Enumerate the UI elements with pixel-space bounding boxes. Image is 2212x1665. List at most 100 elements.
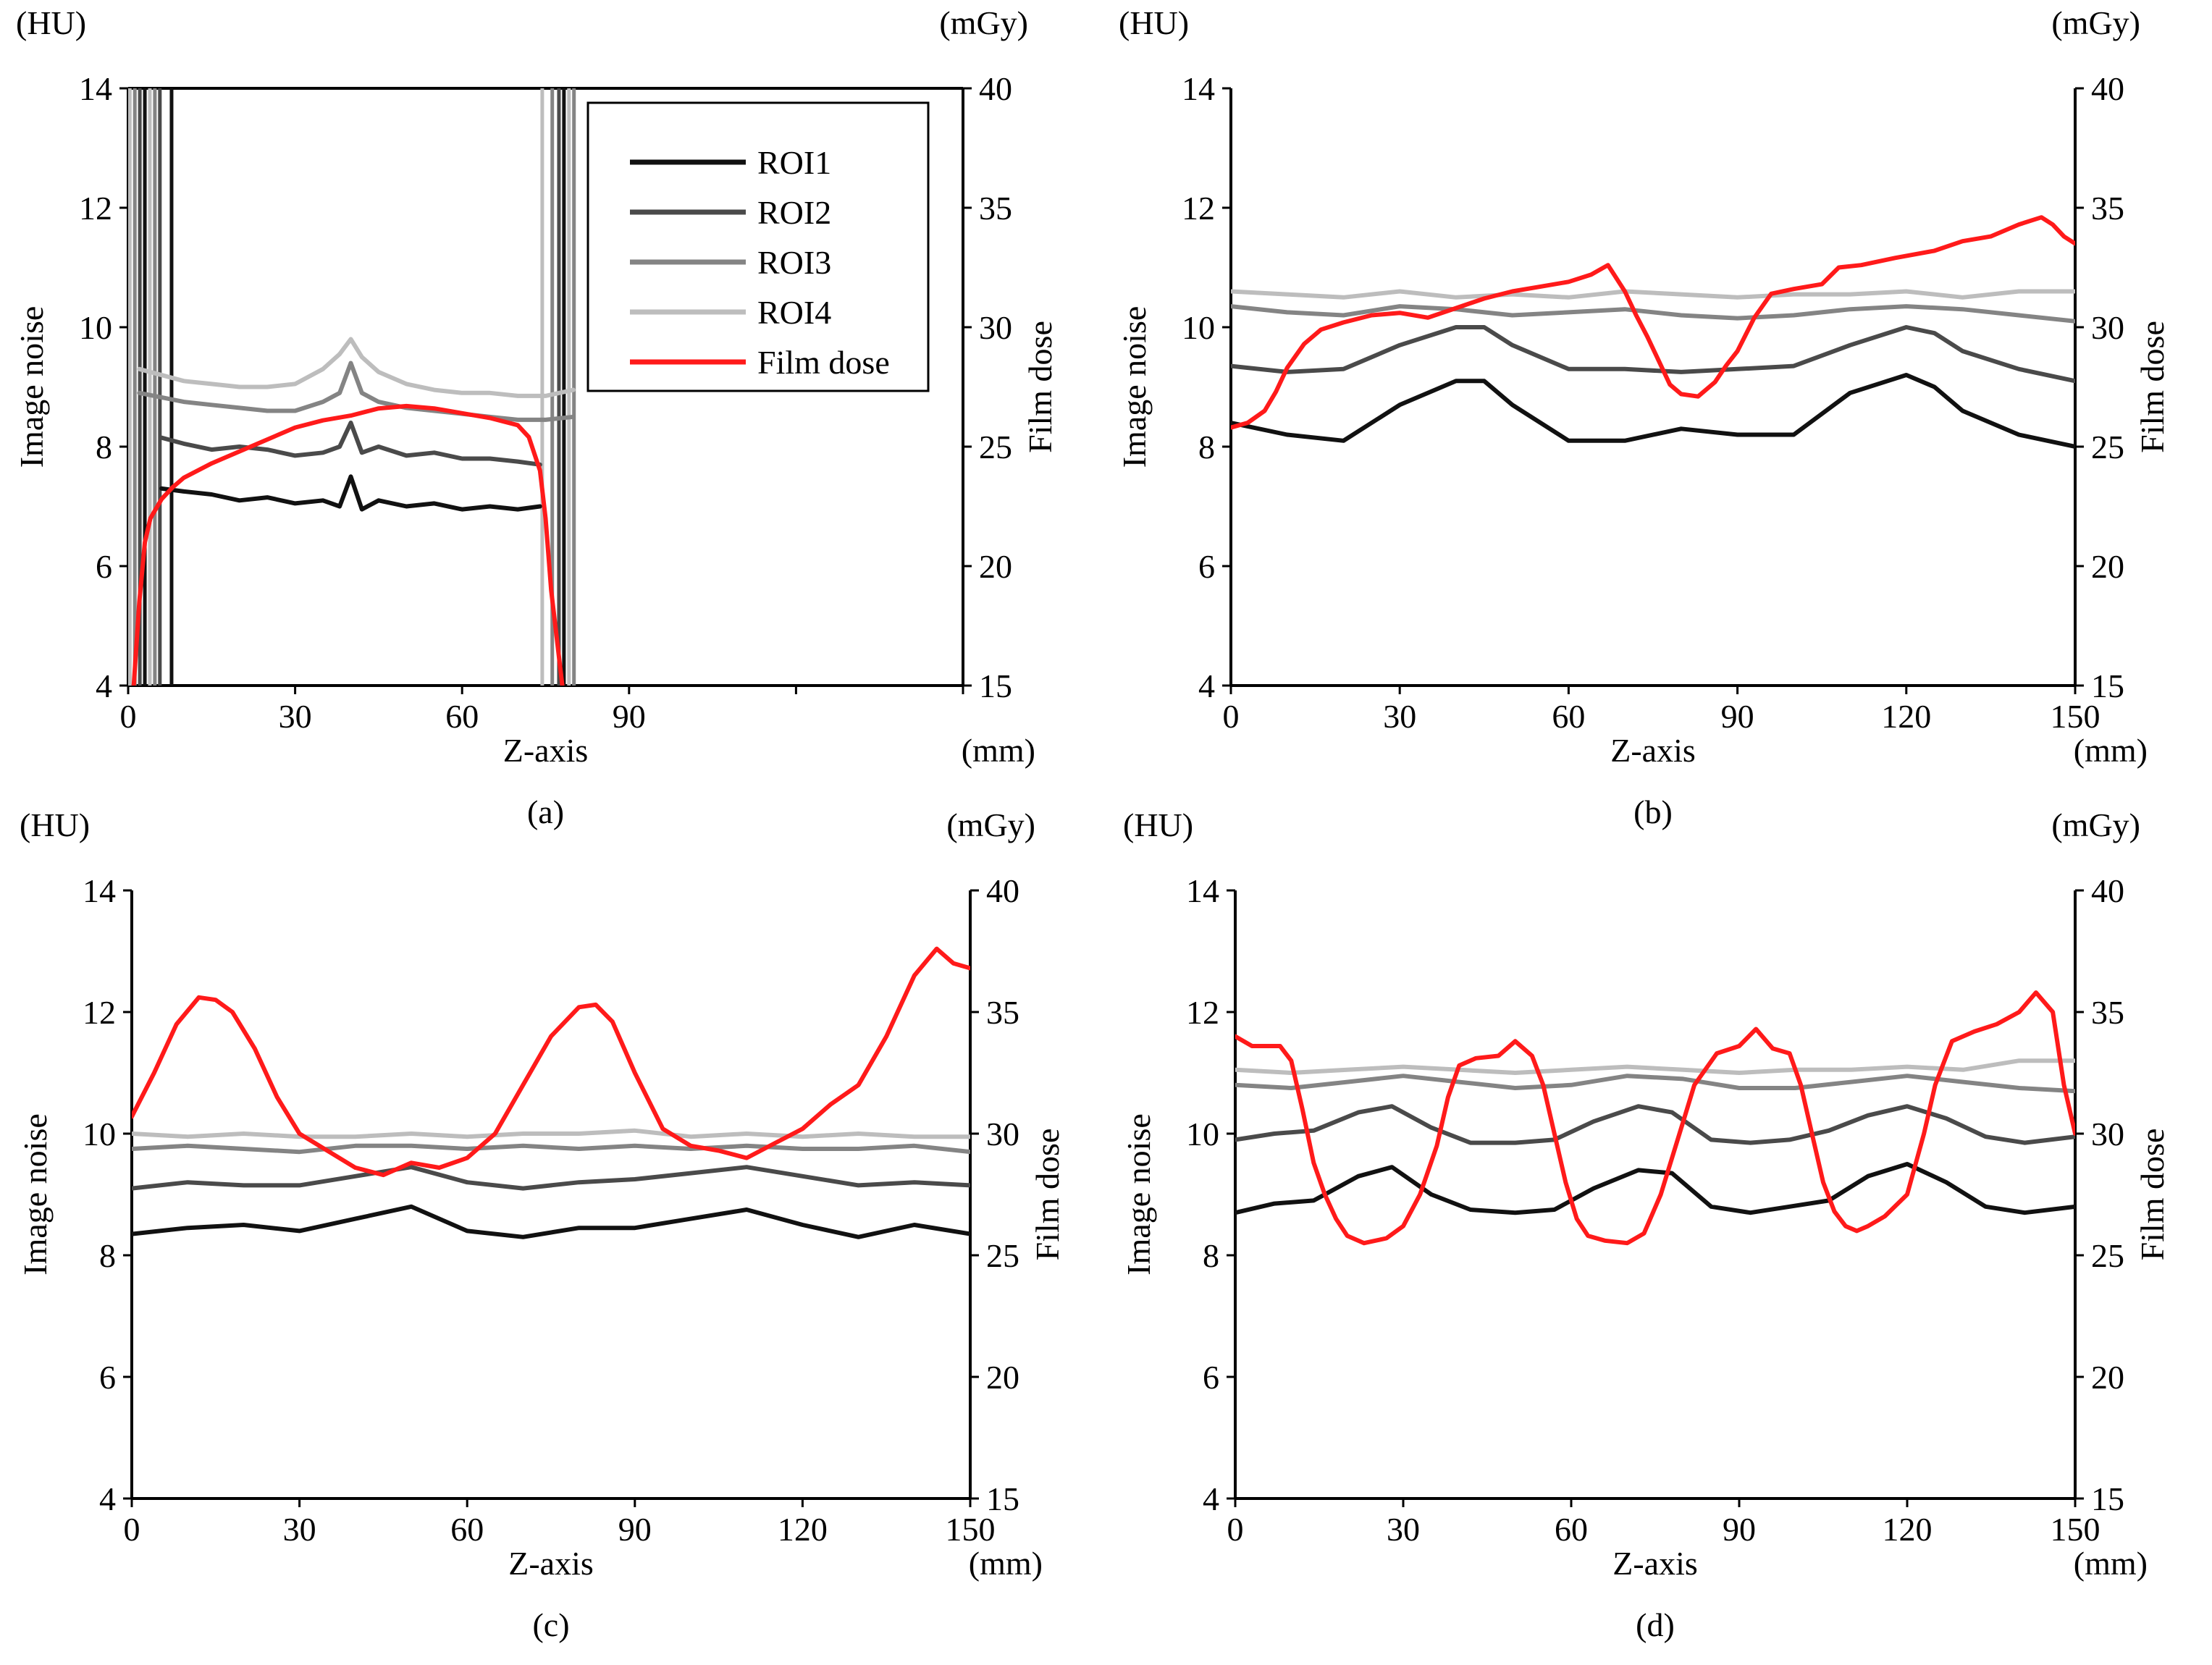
series-line-roi1: [132, 1204, 970, 1239]
x-tick-label: 90: [613, 698, 646, 735]
y-tick-label: 14: [83, 872, 116, 909]
x-axis-label: Z-axis: [503, 732, 589, 769]
plot-area: [132, 946, 970, 1239]
y-tick-label: 6: [1198, 548, 1215, 585]
y-tick-label: 4: [96, 667, 112, 704]
y-tick-label: 6: [1203, 1359, 1219, 1396]
series-line-roi1: [1235, 1162, 2075, 1215]
y2-tick-label: 30: [2091, 1116, 2124, 1152]
x-unit: (mm): [2074, 1545, 2148, 1582]
legend-label-roi3: ROI3: [757, 244, 831, 281]
x-axis-label: Z-axis: [1610, 732, 1696, 769]
y-tick-label: 12: [1182, 190, 1215, 227]
y2-tick-label: 25: [986, 1237, 1019, 1274]
series-line-film: [132, 946, 970, 1178]
y2-unit: (mGy): [939, 4, 1028, 41]
y2-tick-label: 35: [979, 190, 1012, 227]
y-axis-label: Image noise: [1116, 306, 1153, 468]
x-tick-label: 30: [283, 1511, 316, 1548]
y2-tick-label: 40: [986, 872, 1019, 909]
y2-tick-label: 20: [2091, 548, 2124, 585]
y2-tick-label: 40: [2091, 872, 2124, 909]
series-line-roi2: [1231, 325, 2075, 384]
x-tick-label: 30: [279, 698, 312, 735]
y2-tick-label: 30: [986, 1116, 1019, 1152]
x-tick-label: 0: [1227, 1511, 1244, 1548]
y2-tick-label: 20: [979, 548, 1012, 585]
panel-c: 4 6 8 10 12 14 15 20 25 30 35 40 0 30 60 90 120 150 (HU) (m…: [17, 806, 1066, 1643]
y2-tick-label: 20: [2091, 1359, 2124, 1396]
x-tick-label: 150: [2051, 698, 2100, 735]
y-unit: (HU): [1119, 4, 1189, 41]
y-tick-label: 10: [1186, 1116, 1219, 1152]
y2-axis-label: Film dose: [2134, 1129, 2171, 1261]
y-unit: (HU): [20, 806, 90, 843]
series-line-roi3: [1235, 1074, 2075, 1094]
y-unit: (HU): [1123, 806, 1193, 843]
series-line-roi3: [137, 361, 576, 422]
y2-axis-label: Film dose: [1029, 1129, 1066, 1261]
y2-unit: (mGy): [946, 806, 1035, 843]
panel-label: (d): [1636, 1606, 1675, 1643]
y2-axis-label: Film dose: [1022, 321, 1059, 453]
y-tick-label: 10: [79, 309, 112, 346]
series-line-roi2: [1235, 1104, 2075, 1145]
series-line-roi4: [137, 337, 576, 398]
y2-tick-label: 15: [979, 667, 1012, 704]
x-tick-label: 60: [450, 1511, 484, 1548]
x-tick-label: 0: [120, 698, 137, 735]
y-tick-label: 4: [99, 1480, 116, 1517]
y2-tick-label: 30: [979, 309, 1012, 346]
series-line-film: [1231, 215, 2075, 430]
y-unit: (HU): [16, 4, 86, 41]
panel-a: 4 6 8 10 12 14 15 20 25 30 35 40 0 30 60 90 (HU) (mGy) Ima…: [13, 4, 1059, 830]
y-axis-label: Image noise: [17, 1113, 54, 1276]
series-line-film: [1235, 990, 2075, 1246]
series-line-roi4: [132, 1128, 970, 1139]
x-unit: (mm): [969, 1545, 1043, 1582]
x-tick-label: 150: [2051, 1511, 2100, 1548]
y2-tick-label: 15: [986, 1480, 1019, 1517]
series-line-roi4: [1235, 1058, 2075, 1075]
legend-box: [586, 101, 930, 392]
x-tick-label: 120: [1881, 698, 1931, 735]
plot-area: [1231, 215, 2075, 449]
y-tick-label: 8: [1198, 429, 1215, 465]
y2-tick-label: 25: [2091, 1237, 2124, 1274]
x-tick-label: 150: [946, 1511, 996, 1548]
x-tick-label: 90: [1721, 698, 1754, 735]
x-axis-label: Z-axis: [1612, 1545, 1698, 1582]
x-tick-label: 90: [618, 1511, 652, 1548]
legend-label-film: Film dose: [757, 344, 890, 381]
y-tick-label: 8: [1203, 1237, 1219, 1274]
y-tick-label: 4: [1198, 667, 1215, 704]
plot-area: [1235, 990, 2075, 1246]
y-tick-label: 8: [96, 429, 112, 465]
y2-tick-label: 25: [2091, 429, 2124, 465]
series-line-roi4: [1231, 289, 2075, 300]
series-line-film: [131, 403, 565, 686]
y-tick-label: 12: [79, 190, 112, 227]
series-line-roi1: [1231, 373, 2075, 449]
x-tick-label: 0: [1223, 698, 1240, 735]
legend-label-roi4: ROI4: [757, 294, 831, 331]
series-line-roi3: [1231, 304, 2075, 324]
y-tick-label: 10: [83, 1116, 116, 1152]
y-tick-label: 12: [1186, 994, 1219, 1031]
y-tick-label: 12: [83, 994, 116, 1031]
x-tick-label: 120: [1883, 1511, 1933, 1548]
series-line-roi1: [159, 474, 542, 512]
y2-tick-label: 25: [979, 429, 1012, 465]
y-tick-label: 14: [1182, 70, 1215, 107]
x-axis-label: Z-axis: [508, 1545, 594, 1582]
y-tick-label: 6: [96, 548, 112, 585]
panel-d: 4 6 8 10 12 14 15 20 25 30 35 40 0 30 60 90 120 150 (HU) (m…: [1120, 806, 2171, 1643]
x-tick-label: 120: [778, 1511, 828, 1548]
series-line-roi3: [132, 1143, 970, 1155]
x-tick-label: 60: [445, 698, 479, 735]
y-tick-label: 14: [79, 70, 112, 107]
legend-label-roi1: ROI1: [757, 144, 831, 181]
x-unit: (mm): [2074, 732, 2148, 769]
x-tick-label: 0: [124, 1511, 140, 1548]
